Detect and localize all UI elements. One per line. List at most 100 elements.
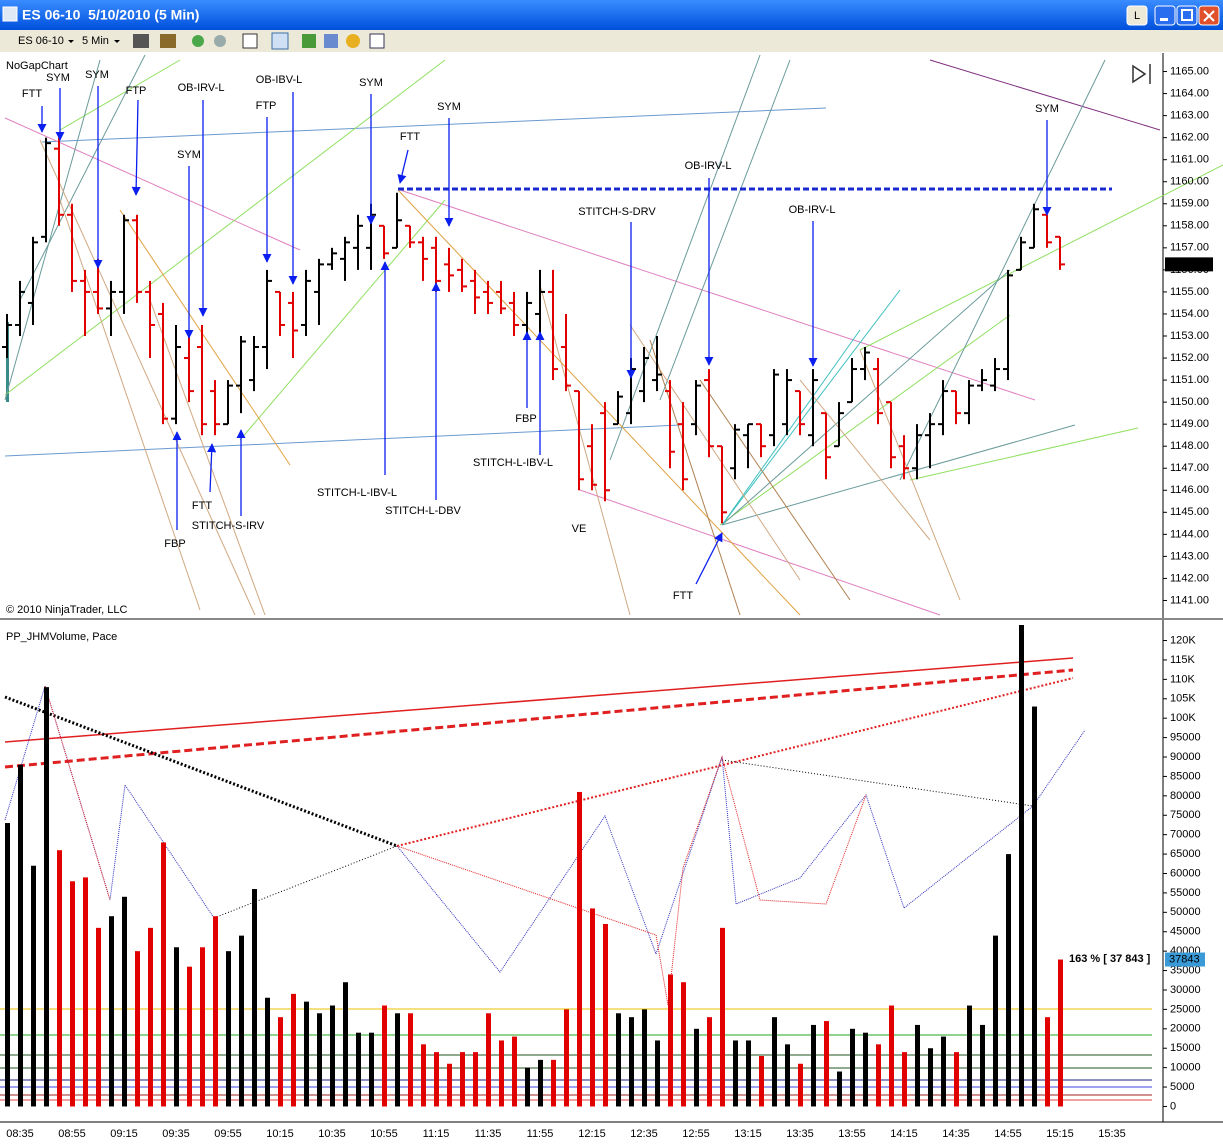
volume-bar: [785, 1044, 790, 1107]
money-button[interactable]: [346, 34, 360, 48]
maximize-button[interactable]: [1176, 5, 1198, 26]
minimize-button[interactable]: [1154, 5, 1176, 26]
volume-bar: [538, 1059, 543, 1107]
trend-line: [909, 427, 1139, 481]
x-tick-label: 10:15: [266, 1128, 294, 1140]
trend-line: [721, 759, 1034, 807]
trend-line: [4, 657, 1074, 743]
strategy-button[interactable]: [302, 34, 316, 48]
y-tick-label: 5000: [1170, 1081, 1194, 1093]
toolbar-icons: [133, 32, 385, 50]
panel-label: NoGapChart: [6, 60, 68, 72]
volume-bar: [148, 927, 153, 1107]
y-tick-label: 55000: [1170, 887, 1201, 899]
x-tick-label: 11:35: [475, 1128, 502, 1140]
draw-button[interactable]: [160, 34, 176, 48]
x-tick-label: 12:55: [682, 1128, 710, 1140]
volume-bar: [993, 935, 998, 1107]
annotation: FTP: [256, 100, 277, 112]
volume-bar: [1006, 854, 1011, 1107]
x-tick-label: 09:35: [162, 1128, 190, 1140]
annotation: SYM: [46, 72, 70, 84]
volume-bar: [135, 951, 140, 1107]
volume-bar: [473, 1052, 478, 1107]
dropdown-arrow: [68, 40, 74, 43]
y-tick-label: 1154.00: [1170, 308, 1209, 320]
zoom-in-button[interactable]: [192, 35, 204, 47]
x-tick-label: 15:15: [1046, 1128, 1074, 1140]
annotation: FBP: [515, 413, 536, 425]
volume-bar: [642, 1009, 647, 1107]
volume-bar: [447, 1063, 452, 1107]
x-tick-label: 13:35: [786, 1128, 814, 1140]
interval-selector[interactable]: 5 Min: [82, 35, 109, 47]
app-icon: [2, 6, 18, 22]
annotation: STITCH-L-IBV-L: [473, 457, 553, 469]
y-tick-label: 1153.00: [1170, 330, 1209, 342]
volume-bar: [616, 1013, 621, 1107]
trend-line: [59, 59, 181, 131]
x-tick-label: 15:35: [1098, 1128, 1126, 1140]
properties-button[interactable]: [271, 32, 289, 50]
volume-bar: [980, 1024, 985, 1107]
volume-bar: [629, 1017, 634, 1107]
volume-bar: [1045, 1017, 1050, 1107]
y-tick-label: 1149.00: [1170, 418, 1209, 430]
x-tick-label: 13:55: [838, 1128, 866, 1140]
trend-line: [629, 324, 801, 581]
link-button[interactable]: [1126, 5, 1148, 26]
trend-line: [149, 299, 266, 616]
volume-bar: [863, 1032, 868, 1107]
y-tick-label: 75000: [1170, 809, 1201, 821]
volume-bar: [655, 1040, 660, 1107]
volume-bar: [772, 1017, 777, 1107]
volume-bar: [109, 916, 114, 1107]
instrument-selector[interactable]: ES 06-10: [18, 35, 64, 47]
y-tick-label: 35000: [1170, 964, 1201, 976]
trend-line: [19, 54, 146, 301]
trend-line: [799, 379, 931, 541]
volume-bar: [18, 764, 23, 1107]
volume-bar: [1032, 706, 1037, 1107]
pace-label: 163 % [ 37 843 ]: [1069, 953, 1151, 965]
annotation: OB-IRV-L: [685, 160, 732, 172]
trend-line: [721, 329, 861, 526]
pointer-button[interactable]: [242, 33, 258, 49]
y-tick-label: 1165.00: [1170, 65, 1209, 77]
annotation-arrow: [207, 443, 217, 493]
volume-bar: [902, 1052, 907, 1107]
annotation: SYM: [85, 69, 109, 81]
y-tick-label: 50000: [1170, 906, 1201, 918]
volume-bar: [928, 1048, 933, 1107]
volume-bar: [265, 997, 270, 1107]
trend-line: [659, 59, 791, 401]
last-price-box: [1165, 257, 1213, 272]
trend-line: [396, 677, 1074, 847]
volume-bar: [5, 823, 10, 1107]
y-tick-label: 80000: [1170, 790, 1201, 802]
scroll-end-button[interactable]: [1132, 64, 1151, 84]
volume-bar: [421, 1044, 426, 1107]
annotation: FTP: [126, 85, 147, 97]
y-tick-label: 15000: [1170, 1042, 1201, 1054]
y-tick-label: 1152.00: [1170, 352, 1209, 364]
data-box-button[interactable]: [369, 33, 385, 49]
volume-bar: [564, 1009, 569, 1107]
pace-line: [396, 729, 1086, 973]
annotation: OB-IRV-L: [178, 82, 225, 94]
bar-type-button[interactable]: [133, 34, 149, 48]
volume-bar: [707, 1017, 712, 1107]
volume-bar: [395, 1013, 400, 1107]
volume-bar: [733, 1040, 738, 1107]
indicator-button[interactable]: [324, 34, 338, 48]
x-tick-label: 14:55: [994, 1128, 1022, 1140]
zoom-out-button[interactable]: [214, 35, 226, 47]
trend-line: [41, 107, 827, 143]
trend-line: [609, 54, 761, 461]
y-tick-label: 110K: [1170, 673, 1196, 685]
y-tick-label: 90000: [1170, 751, 1201, 763]
volume-bar: [408, 1013, 413, 1107]
volume-bar: [824, 1021, 829, 1107]
